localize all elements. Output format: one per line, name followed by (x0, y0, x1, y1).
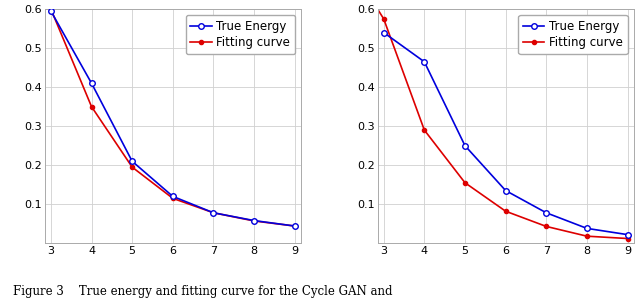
Fitting curve (250, 219, 258, 223)
True Energy (420, 60, 428, 64)
Fitting curve (88, 105, 95, 109)
Fitting curve (420, 128, 428, 132)
True Energy (583, 226, 591, 230)
Fitting curve (623, 237, 631, 240)
True Energy (291, 224, 298, 228)
Fitting curve (129, 165, 136, 169)
True Energy (129, 159, 136, 163)
Legend: True Energy, Fitting curve: True Energy, Fitting curve (518, 15, 628, 54)
Fitting curve (374, 7, 381, 11)
True Energy (623, 233, 631, 237)
Line: Fitting curve: Fitting curve (45, 9, 294, 226)
Line: True Energy: True Energy (48, 8, 298, 229)
Fitting curve (169, 196, 177, 200)
Fitting curve (291, 224, 298, 228)
Legend: True Energy, Fitting curve: True Energy, Fitting curve (186, 15, 295, 54)
Fitting curve (583, 234, 591, 238)
True Energy (169, 195, 177, 198)
Fitting curve (47, 7, 55, 11)
Text: Figure 3    True energy and fitting curve for the Cycle GAN and: Figure 3 True energy and fitting curve f… (13, 285, 392, 298)
True Energy (542, 211, 550, 215)
Line: Fitting curve: Fitting curve (378, 9, 627, 239)
True Energy (250, 219, 258, 223)
Fitting curve (380, 17, 388, 21)
Fitting curve (41, 7, 49, 11)
Fitting curve (209, 211, 217, 215)
Line: True Energy: True Energy (381, 30, 630, 237)
Fitting curve (502, 209, 509, 213)
True Energy (461, 144, 469, 147)
Fitting curve (542, 225, 550, 228)
True Energy (502, 189, 509, 192)
True Energy (380, 31, 388, 34)
Fitting curve (461, 181, 469, 185)
True Energy (209, 211, 217, 215)
True Energy (47, 9, 55, 13)
True Energy (88, 81, 95, 85)
